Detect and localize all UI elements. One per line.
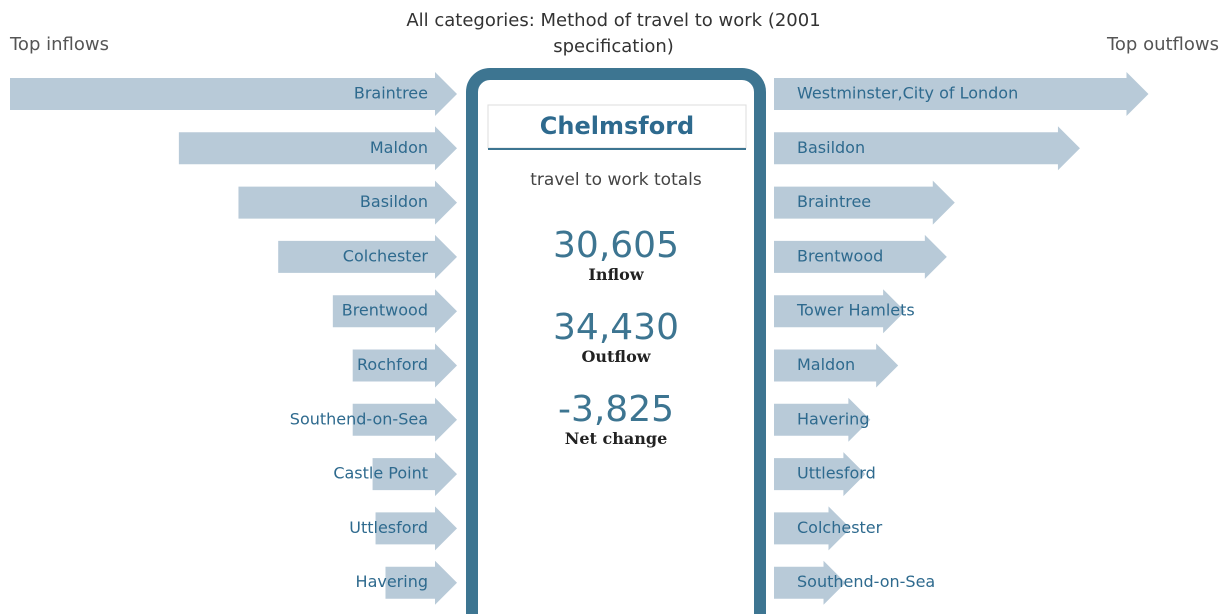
outflow-label: Brentwood	[797, 246, 883, 265]
outflow-arrow	[774, 289, 906, 334]
inflow-arrow	[372, 452, 457, 497]
center-subtitle: travel to work totals	[530, 170, 702, 190]
outflow-label: Colchester	[797, 518, 883, 537]
outflow-label: Southend-on-Sea	[797, 572, 935, 591]
outflow-label: Havering	[797, 409, 869, 428]
inflow-label: Havering	[356, 572, 428, 591]
inflow-arrow	[238, 180, 457, 225]
inflow-label: Maldon	[370, 138, 428, 157]
stat: 30,605 Inflow	[478, 226, 754, 308]
inflow-label: Castle Point	[333, 464, 428, 483]
outflow-arrow	[774, 72, 1149, 116]
outflows-heading: Top outflows	[1106, 34, 1219, 55]
inflow-label: Uttlesford	[349, 518, 428, 537]
stat-value: 30,605	[553, 225, 679, 266]
stat-label: Outflow	[581, 347, 651, 366]
inflow-label: Brentwood	[342, 301, 428, 320]
inflow-arrow	[385, 560, 457, 605]
outflow-arrow	[774, 560, 846, 605]
inflow-arrow	[332, 289, 457, 334]
title: All categories: Method of travel to work…	[406, 10, 821, 57]
inflow-arrow	[375, 506, 457, 551]
inflow-label: Basildon	[360, 192, 428, 211]
outflow-arrow	[774, 506, 851, 551]
inflow-arrow	[10, 72, 457, 116]
place-name: Chelmsford	[539, 112, 695, 140]
outflow-arrow	[774, 234, 947, 279]
labels: Braintree Maldon Basildon Colchester Brentwo…	[290, 84, 1018, 592]
outflow-arrow	[774, 343, 899, 388]
outflow-label: Basildon	[797, 138, 865, 157]
inflow-arrow	[352, 343, 457, 388]
outflow-arrow	[774, 126, 1080, 171]
inflow-label: Rochford	[357, 355, 428, 374]
stat-value: -3,825	[557, 389, 675, 430]
inflow-label: Southend-on-Sea	[290, 409, 428, 428]
stat-value: 34,430	[553, 307, 679, 348]
stat-label: Net change	[564, 429, 668, 448]
outflow-label: Braintree	[797, 192, 871, 211]
stat: 34,430 Outflow	[478, 308, 754, 390]
center-box	[466, 68, 766, 614]
inflow-arrow	[278, 234, 457, 279]
place-box	[487, 104, 747, 149]
stats: 30,605 Inflow 34,430 Outflow -3,825 Net chang…	[478, 226, 754, 472]
arrows	[10, 72, 1149, 605]
outflow-arrow	[774, 180, 955, 225]
outflow-arrow	[774, 452, 866, 497]
stat-label: Inflow	[588, 265, 644, 284]
outflow-arrow	[774, 397, 871, 442]
outflow-label: Uttlesford	[797, 464, 876, 483]
inflow-arrow	[352, 397, 457, 442]
inflow-label: Colchester	[343, 246, 429, 265]
outflow-label: Westminster,City of London	[797, 84, 1018, 103]
outflow-label: Tower Hamlets	[796, 301, 915, 320]
inflows-heading: Top inflows	[10, 34, 109, 55]
outflow-label: Maldon	[797, 355, 855, 374]
stat: -3,825 Net change	[478, 390, 754, 472]
inflow-label: Braintree	[354, 84, 428, 103]
inflow-arrow	[178, 126, 457, 171]
